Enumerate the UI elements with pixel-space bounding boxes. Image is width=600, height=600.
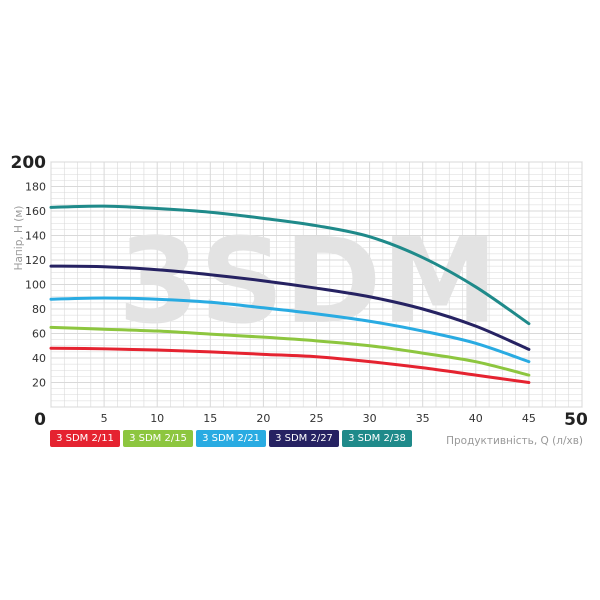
series-line-3-sdm-2-21 [49,296,531,364]
x-tick-label: 15 [203,412,217,425]
x-tick-label: 40 [469,412,483,425]
x-tick-label: 30 [363,412,377,425]
legend-item: 3 SDM 2/38 [342,430,412,447]
y-tick-label: 20 [32,377,46,390]
y-tick-label: 120 [25,254,46,267]
ticks: 0 5 10 15 20 25 30 35 40 45 50 20 40 60 80 100 120 140 160… [11,153,588,430]
legend: 3 SDM 2/11 3 SDM 2/15 3 SDM 2/21 3 SDM 2/27… [50,430,412,447]
legend-item: 3 SDM 2/21 [196,430,266,447]
legend-item: 3 SDM 2/15 [123,430,193,447]
legend-item: 3 SDM 2/11 [50,430,120,447]
x-tick-label: 45 [522,412,536,425]
y-tick-label: 200 [11,153,47,173]
watermark: 3SDM [118,212,498,350]
x-tick-label: 5 [101,412,108,425]
x-axis-label: Продуктивність, Q (л/хв) [446,435,583,447]
y-tick-label: 180 [25,181,46,194]
legend-item: 3 SDM 2/27 [269,430,339,447]
series-line-3-sdm-2-15 [49,325,531,377]
y-axis-label: Напір, H (м) [13,206,25,271]
x-tick-label: 35 [416,412,430,425]
series-line-3-sdm-2-38 [49,204,531,326]
x-tick-label: 20 [256,412,270,425]
x-tick-label: 10 [150,412,164,425]
y-tick-label: 140 [25,230,46,243]
y-tick-label: 80 [32,303,46,316]
x-tick-label: 0 [34,410,46,430]
series-line-3-sdm-2-11 [49,346,531,384]
y-tick-label: 60 [32,328,46,341]
y-tick-label: 100 [25,279,46,292]
x-tick-label: 25 [310,412,324,425]
x-tick-label: 50 [564,410,588,430]
curves [49,204,531,384]
y-tick-label: 160 [25,205,46,218]
series-line-3-sdm-2-27 [49,264,531,351]
y-tick-label: 40 [32,352,46,365]
